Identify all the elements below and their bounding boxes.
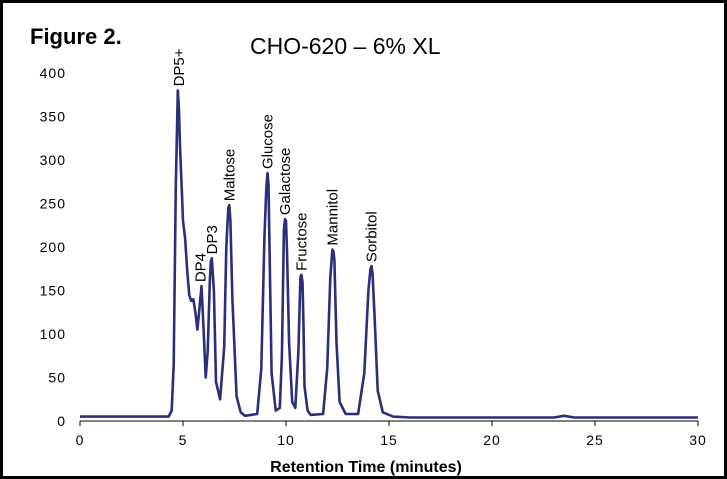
x-tick-label: 25 bbox=[586, 432, 604, 448]
peak-label: Glucose bbox=[259, 114, 276, 169]
y-tick-label: 200 bbox=[40, 239, 66, 255]
y-tick-labels: 0 50 100 150 200 250 300 350 400 bbox=[40, 65, 66, 429]
y-tick-label: 300 bbox=[40, 152, 66, 168]
figure-label: Figure 2. bbox=[30, 24, 122, 49]
series-line bbox=[80, 89, 698, 419]
x-tick-label: 20 bbox=[483, 432, 501, 448]
x-tick-label: 15 bbox=[380, 432, 398, 448]
x-tick-labels: 0 5 10 15 20 25 30 bbox=[76, 421, 707, 448]
x-tick-label: 0 bbox=[76, 432, 85, 448]
y-tick-label: 150 bbox=[40, 283, 66, 299]
chart-title: CHO-620 – 6% XL bbox=[250, 33, 441, 59]
peak-label: DP5+ bbox=[171, 48, 188, 86]
peak-label: Sorbitol bbox=[363, 211, 380, 262]
peak-label: DP3 bbox=[204, 225, 221, 254]
x-tick-label: 30 bbox=[689, 432, 707, 448]
peak-label: Maltose bbox=[221, 149, 238, 202]
peak-label: Galactose bbox=[277, 148, 294, 216]
y-tick-label: 100 bbox=[40, 326, 66, 342]
peak-label: Mannitol bbox=[324, 189, 341, 246]
x-tick-label: 10 bbox=[277, 432, 295, 448]
peak-label: DP4 bbox=[193, 253, 210, 282]
y-tick-label: 250 bbox=[40, 196, 66, 212]
y-tick-label: 350 bbox=[40, 109, 66, 125]
y-tick-label: 400 bbox=[40, 65, 66, 81]
x-tick-label: 5 bbox=[179, 432, 188, 448]
y-tick-label: 0 bbox=[57, 413, 66, 429]
x-axis-label: Retention Time (minutes) bbox=[270, 459, 462, 476]
y-tick-label: 50 bbox=[48, 370, 66, 386]
peak-label: Fructose bbox=[293, 212, 310, 270]
